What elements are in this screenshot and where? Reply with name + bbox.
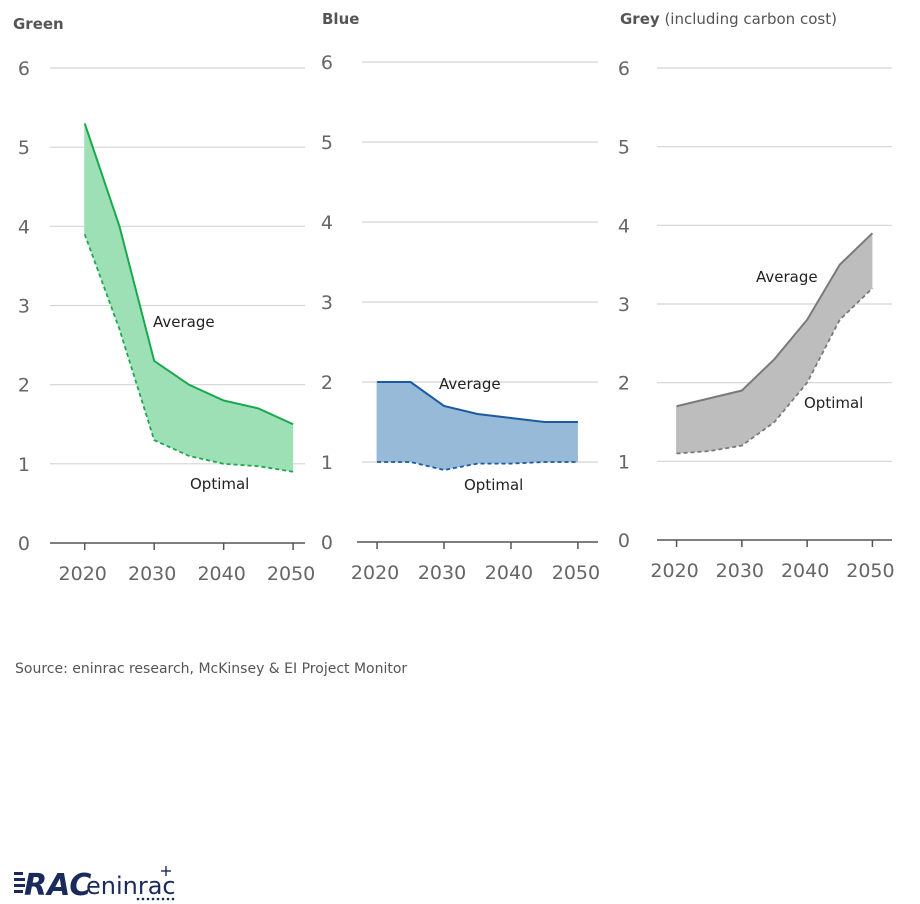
chart-3-y-tick-label: 1 [618, 451, 630, 473]
chart-2-range-band [377, 382, 578, 470]
logo-stripes-icon [14, 872, 25, 893]
chart-1-x-tick-label: 2020 [59, 563, 107, 585]
chart-2-optimal-line [377, 461, 578, 471]
logo-cross-icon [161, 866, 171, 876]
chart-2-average-label: Average [439, 375, 501, 393]
chart-2-y-tick-label: 1 [321, 452, 333, 474]
chart-2-y-tick-label: 3 [321, 292, 333, 314]
chart-3-x-tick-label: 2040 [781, 560, 829, 582]
chart-3-y-tick-label: 3 [618, 294, 630, 316]
chart-1-x-tick-label: 2030 [128, 563, 176, 585]
chart-1-y-tick-label: 6 [18, 58, 30, 80]
chart-1-x-tick-label: 2040 [197, 563, 245, 585]
chart-3-y-tick-label: 4 [618, 215, 630, 237]
chart-3-optimal-line [676, 287, 874, 455]
chart-1-average-line [83, 123, 294, 426]
chart-2-y-tick-label: 2 [321, 372, 333, 394]
chart-2-x-tick-label: 2050 [552, 562, 600, 584]
chart-3-range-band [676, 233, 873, 454]
chart-2-y-tick-label: 5 [321, 132, 333, 154]
chart-3-y-tick-label: 2 [618, 373, 630, 395]
chart-2-y-tick-label: 6 [321, 52, 333, 74]
chart-2-y-tick-label: 0 [321, 532, 333, 554]
logo-name: eninrac [86, 872, 176, 900]
chart-3-y-tick-label: 5 [618, 137, 630, 159]
chart-3-y-tick-label: 6 [618, 58, 630, 80]
chart-2-title: Blue [322, 10, 359, 28]
chart-2-y-tick-label: 4 [321, 212, 333, 234]
chart-1-y-tick-label: 3 [18, 296, 30, 318]
chart-1-optimal-line [83, 233, 294, 473]
logo-dots-icon [136, 897, 175, 901]
chart-1-y-tick-label: 2 [18, 375, 30, 397]
chart-3-optimal-label: Optimal [804, 394, 863, 412]
eninrac-logo: RAC eninrac [14, 866, 176, 903]
chart-1-y-tick-label: 1 [18, 454, 30, 476]
chart-3-x-tick-label: 2050 [846, 560, 894, 582]
chart-3-x-tick-label: 2030 [716, 560, 764, 582]
chart-3-average-line [676, 232, 874, 408]
logo-mark: RAC [24, 868, 91, 903]
chart-2-x-tick-label: 2040 [485, 562, 533, 584]
chart-1-x-tick-label: 2050 [267, 563, 315, 585]
chart-1-title: Green [13, 15, 64, 33]
chart-2-x-tick-label: 2020 [351, 562, 399, 584]
chart-1-y-tick-label: 5 [18, 137, 30, 159]
chart-3-title: Grey (including carbon cost) [620, 10, 837, 28]
chart-1-y-tick-label: 0 [18, 533, 30, 555]
chart-3-x-tick-label: 2020 [650, 560, 698, 582]
chart-1-average-label: Average [153, 313, 215, 331]
chart-3-average-label: Average [756, 268, 818, 286]
chart-2-optimal-label: Optimal [464, 476, 523, 494]
chart-1-y-tick-label: 4 [18, 216, 30, 238]
source-note: Source: eninrac research, McKinsey & EI … [15, 661, 408, 677]
chart-2-average-line [377, 381, 578, 423]
chart-1-range-band [84, 123, 294, 472]
chart-3-y-tick-label: 0 [618, 530, 630, 552]
chart-2-x-tick-label: 2030 [418, 562, 466, 584]
chart-1-optimal-label: Optimal [190, 475, 249, 493]
